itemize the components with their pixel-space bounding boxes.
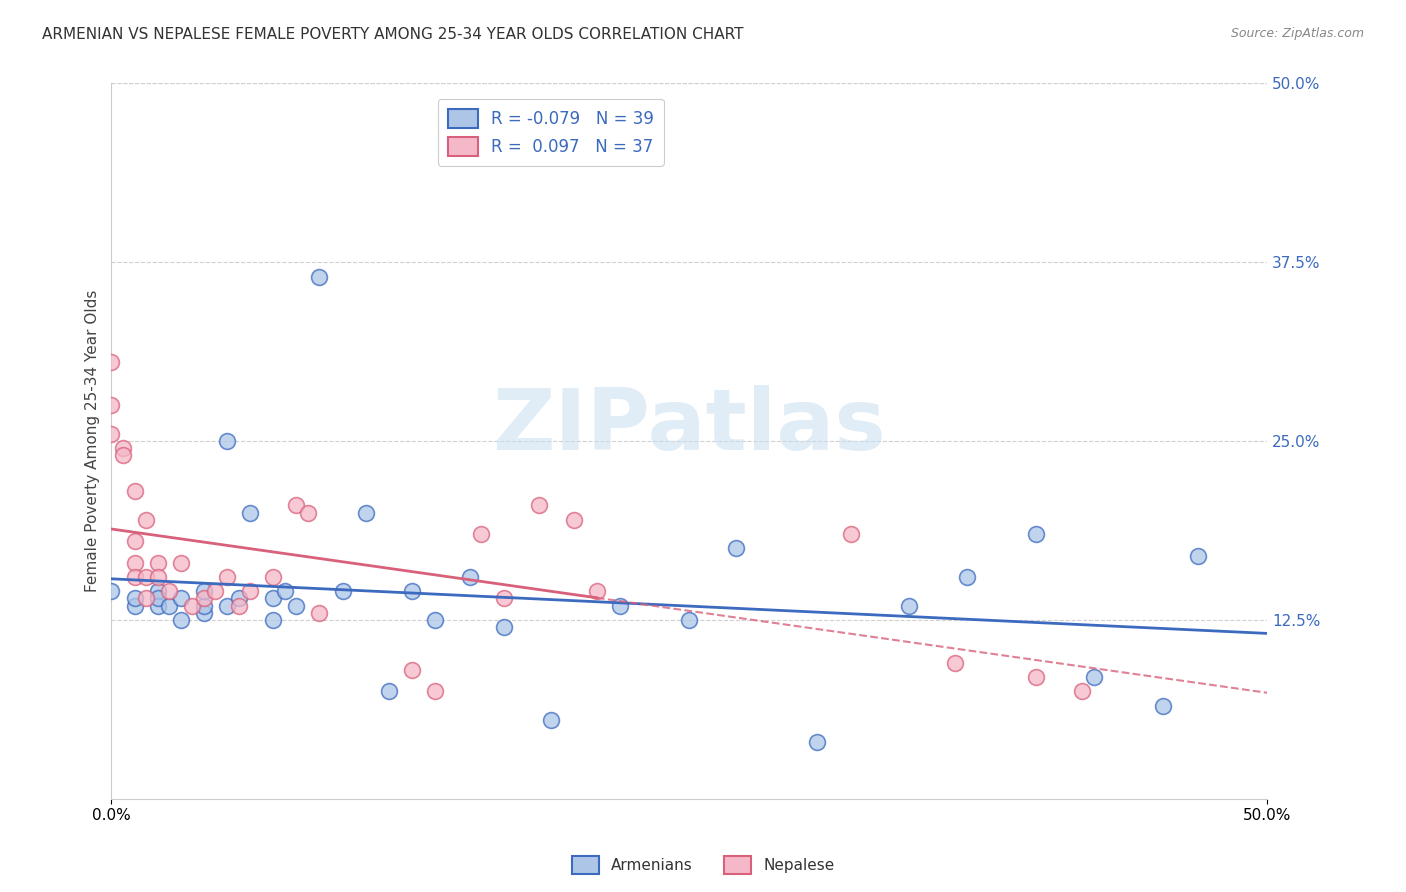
Y-axis label: Female Poverty Among 25-34 Year Olds: Female Poverty Among 25-34 Year Olds [86,290,100,592]
Point [562,513,585,527]
Point [193,591,215,606]
Point [100,355,122,369]
Point [297,506,319,520]
Point [285,499,308,513]
Point [215,434,238,449]
Point [401,584,423,599]
Point [146,599,169,613]
Point [354,506,377,520]
Point [111,449,134,463]
Point [262,570,284,584]
Point [285,599,308,613]
Point [540,713,562,727]
Point [423,613,446,627]
Point [262,613,284,627]
Point [157,584,180,599]
Point [1187,549,1209,563]
Point [898,599,921,613]
Point [586,584,609,599]
Point [470,527,492,541]
Point [724,541,747,556]
Point [181,599,204,613]
Point [239,506,262,520]
Point [111,442,134,456]
Point [146,570,169,584]
Point [839,527,862,541]
Point [157,599,180,613]
Point [308,269,330,284]
Point [170,591,193,606]
Point [135,513,157,527]
Point [1152,698,1174,713]
Text: Source: ZipAtlas.com: Source: ZipAtlas.com [1230,27,1364,40]
Point [193,599,215,613]
Point [146,556,169,570]
Point [1025,670,1047,684]
Point [100,398,122,412]
Legend: R = -0.079   N = 39, R =  0.097   N = 37: R = -0.079 N = 39, R = 0.097 N = 37 [437,99,664,166]
Point [401,663,423,677]
Point [806,734,828,748]
Point [124,534,146,549]
Point [943,656,966,670]
Point [1025,527,1047,541]
Point [378,684,401,698]
Point [124,484,146,499]
Point [228,599,250,613]
Point [170,556,193,570]
Text: ZIPatlas: ZIPatlas [492,385,886,468]
Point [678,613,700,627]
Point [124,556,146,570]
Point [135,570,157,584]
Point [527,499,550,513]
Point [423,684,446,698]
Point [609,599,631,613]
Point [204,584,226,599]
Point [332,584,354,599]
Point [100,584,122,599]
Point [956,570,979,584]
Point [458,570,481,584]
Point [262,591,284,606]
Point [1083,670,1105,684]
Point [124,599,146,613]
Point [215,570,238,584]
Point [494,591,516,606]
Point [228,591,250,606]
Point [170,613,193,627]
Text: ARMENIAN VS NEPALESE FEMALE POVERTY AMONG 25-34 YEAR OLDS CORRELATION CHART: ARMENIAN VS NEPALESE FEMALE POVERTY AMON… [42,27,744,42]
Point [124,591,146,606]
Point [124,570,146,584]
Point [494,620,516,634]
Point [239,584,262,599]
Point [193,584,215,599]
Point [1071,684,1094,698]
Point [215,599,238,613]
Point [146,584,169,599]
Legend: Armenians, Nepalese: Armenians, Nepalese [565,850,841,880]
Point [308,606,330,620]
Point [146,591,169,606]
Point [193,606,215,620]
Point [100,426,122,441]
Point [274,584,297,599]
Point [135,591,157,606]
